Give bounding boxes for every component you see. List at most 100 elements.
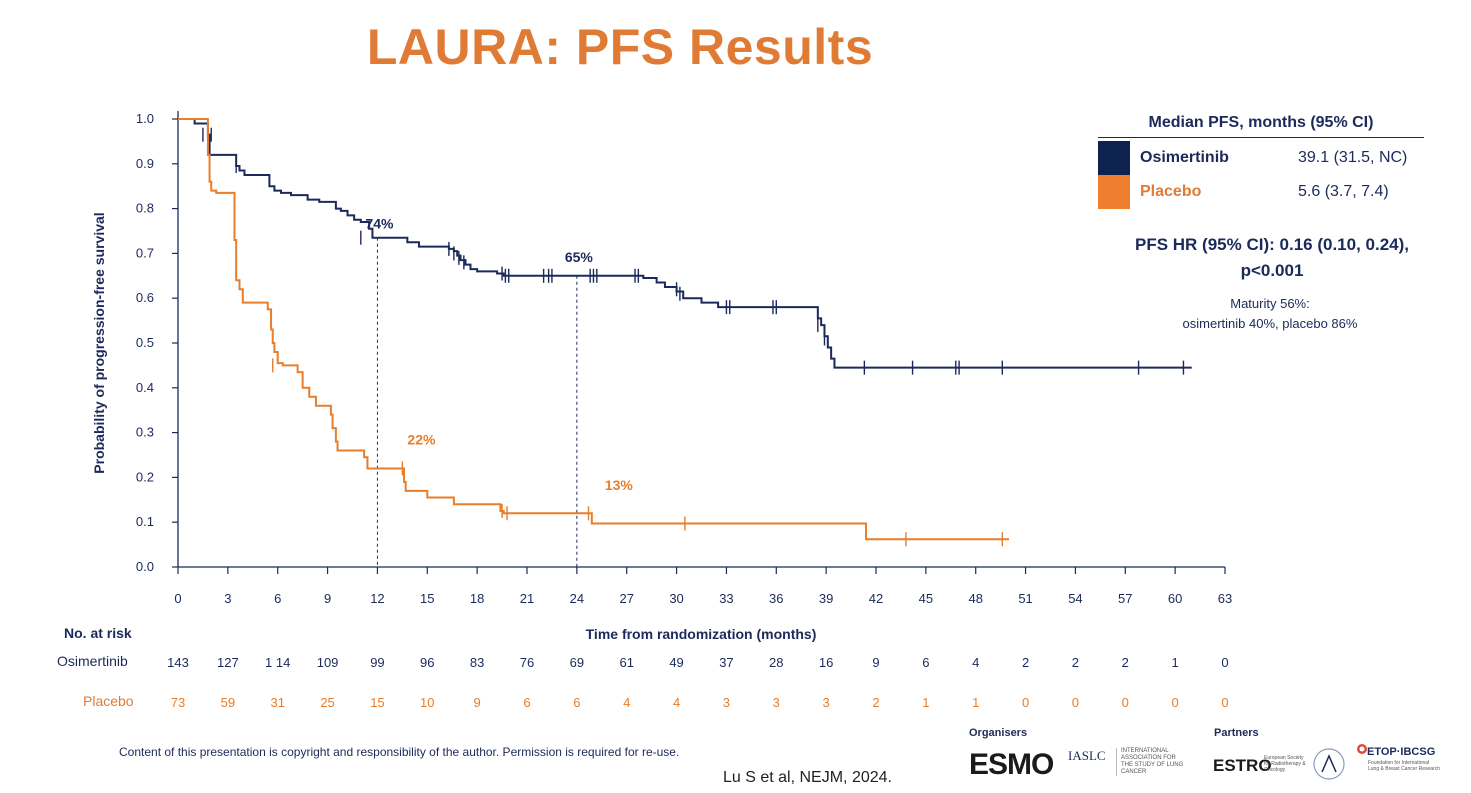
at-risk-osimertinib-33: 37 xyxy=(719,655,733,670)
annotation-placebo-12mo: 22% xyxy=(407,431,436,447)
esmo-logo: ESMO xyxy=(969,748,1054,782)
at-risk-osimertinib-60: 1 xyxy=(1172,655,1179,670)
y-tick-label: 0.4 xyxy=(136,380,154,395)
y-tick-label: 0.3 xyxy=(136,425,154,440)
at-risk-placebo-51: 0 xyxy=(1022,695,1029,710)
partners-label: Partners xyxy=(1214,727,1259,739)
legend-value-osimertinib: 39.1 (31.5, NC) xyxy=(1298,149,1408,166)
etop-subtitle: Foundation for International Lung & Brea… xyxy=(1368,760,1440,772)
km-curve-placebo xyxy=(178,118,1009,541)
at-risk-placebo-45: 1 xyxy=(922,695,929,710)
organisers-label: Organisers xyxy=(969,727,1028,739)
at-risk-osimertinib-39: 16 xyxy=(819,655,833,670)
at-risk-placebo-21: 6 xyxy=(523,695,530,710)
at-risk-osimertinib-27: 61 xyxy=(619,655,633,670)
median-pfs-legend: Median PFS, months (95% CI) Osimertinib … xyxy=(1098,114,1424,209)
y-axis-title: Probability of progression-free survival xyxy=(91,212,107,473)
at-risk-placebo-63: 0 xyxy=(1221,695,1228,710)
at-risk-placebo-57: 0 xyxy=(1122,695,1129,710)
at-risk-placebo-15: 10 xyxy=(420,695,434,710)
y-tick-label: 1.0 xyxy=(136,111,154,126)
legend-value-placebo: 5.6 (3.7, 7.4) xyxy=(1298,183,1389,200)
km-curve-osimertinib xyxy=(178,118,1192,369)
at-risk-name-osimertinib: Osimertinib xyxy=(57,653,128,669)
x-tick-label: 36 xyxy=(769,591,783,606)
x-axis-title: Time from randomization (months) xyxy=(586,626,817,642)
osimertinib-swatch xyxy=(1098,141,1130,175)
x-tick-label: 33 xyxy=(719,591,733,606)
annotation-placebo-24mo: 13% xyxy=(605,477,634,493)
y-tick-label: 0.0 xyxy=(136,559,154,574)
at-risk-osimertinib-51: 2 xyxy=(1022,655,1029,670)
x-tick-label: 6 xyxy=(274,591,281,606)
x-tick-label: 12 xyxy=(370,591,384,606)
x-tick-label: 48 xyxy=(968,591,982,606)
iaslc-subtitle: INTERNATIONAL ASSOCIATION FOR THE STUDY … xyxy=(1116,748,1185,776)
x-tick-label: 30 xyxy=(669,591,683,606)
at-risk-osimertinib-3: 127 xyxy=(217,655,239,670)
legend-row-placebo: Placebo 5.6 (3.7, 7.4) xyxy=(1098,175,1424,209)
placebo-swatch xyxy=(1098,175,1130,209)
hazard-ratio: PFS HR (95% CI): 0.16 (0.10, 0.24), p<0.… xyxy=(1098,232,1446,284)
at-risk-osimertinib-45: 6 xyxy=(922,655,929,670)
x-tick-label: 9 xyxy=(324,591,331,606)
at-risk-placebo-54: 0 xyxy=(1072,695,1079,710)
at-risk-osimertinib-15: 96 xyxy=(420,655,434,670)
at-risk-osimertinib-36: 28 xyxy=(769,655,783,670)
at-risk-placebo-30: 4 xyxy=(673,695,680,710)
at-risk-placebo-12: 15 xyxy=(370,695,384,710)
x-tick-label: 57 xyxy=(1118,591,1132,606)
at-risk-placebo-18: 9 xyxy=(474,695,481,710)
at-risk-osimertinib-54: 2 xyxy=(1072,655,1079,670)
estro-logo: ESTRO xyxy=(1213,756,1272,775)
x-tick-label: 45 xyxy=(919,591,933,606)
at-risk-placebo-24: 6 xyxy=(573,695,580,710)
at-risk-osimertinib-0: 143 xyxy=(167,655,189,670)
at-risk-osimertinib-12: 99 xyxy=(370,655,384,670)
at-risk-placebo-0: 73 xyxy=(171,695,185,710)
at-risk-placebo-39: 3 xyxy=(823,695,830,710)
y-tick-label: 0.6 xyxy=(136,290,154,305)
at-risk-placebo-9: 25 xyxy=(320,695,334,710)
at-risk-placebo-42: 2 xyxy=(872,695,879,710)
slide-title: LAURA: PFS Results xyxy=(366,19,874,75)
legend-name-osimertinib: Osimertinib xyxy=(1140,149,1229,166)
at-risk-osimertinib-57: 2 xyxy=(1122,655,1129,670)
at-risk-placebo-33: 3 xyxy=(723,695,730,710)
at-risk-placebo-48: 1 xyxy=(972,695,979,710)
at-risk-osimertinib-24: 69 xyxy=(570,655,584,670)
y-tick-label: 0.2 xyxy=(136,469,154,484)
society-seal-icon xyxy=(1313,748,1345,780)
x-tick-label: 3 xyxy=(224,591,231,606)
at-risk-osimertinib-48: 4 xyxy=(972,655,979,670)
etop-icon xyxy=(1357,744,1367,754)
legend-heading: Median PFS, months (95% CI) xyxy=(1098,114,1424,138)
at-risk-osimertinib-63: 0 xyxy=(1221,655,1228,670)
x-tick-label: 63 xyxy=(1218,591,1232,606)
x-tick-label: 39 xyxy=(819,591,833,606)
y-tick-label: 0.5 xyxy=(136,335,154,350)
x-tick-label: 15 xyxy=(420,591,434,606)
annotation-osimertinib-24mo: 65% xyxy=(565,249,594,265)
hr-line-2: p<0.001 xyxy=(1240,261,1304,280)
x-tick-label: 51 xyxy=(1018,591,1032,606)
citation: Lu S et al, NEJM, 2024. xyxy=(723,769,892,786)
at-risk-osimertinib-30: 49 xyxy=(669,655,683,670)
legend-name-placebo: Placebo xyxy=(1140,183,1202,200)
x-tick-label: 21 xyxy=(520,591,534,606)
iaslc-logo: IASLC xyxy=(1068,748,1106,763)
at-risk-osimertinib-9: 109 xyxy=(317,655,339,670)
x-tick-label: 60 xyxy=(1168,591,1182,606)
maturity-note: Maturity 56%: osimertinib 40%, placebo 8… xyxy=(1120,294,1420,334)
x-tick-label: 42 xyxy=(869,591,883,606)
y-tick-label: 0.1 xyxy=(136,514,154,529)
at-risk-placebo-6: 31 xyxy=(270,695,284,710)
at-risk-placebo-36: 3 xyxy=(773,695,780,710)
legend-row-osimertinib: Osimertinib 39.1 (31.5, NC) xyxy=(1098,141,1424,175)
x-tick-label: 24 xyxy=(570,591,584,606)
estro-subtitle: European Society for Radiotherapy & Onco… xyxy=(1264,755,1306,773)
copyright-notice: Content of this presentation is copyrigh… xyxy=(119,745,680,759)
at-risk-placebo-3: 59 xyxy=(221,695,235,710)
x-tick-label: 27 xyxy=(619,591,633,606)
